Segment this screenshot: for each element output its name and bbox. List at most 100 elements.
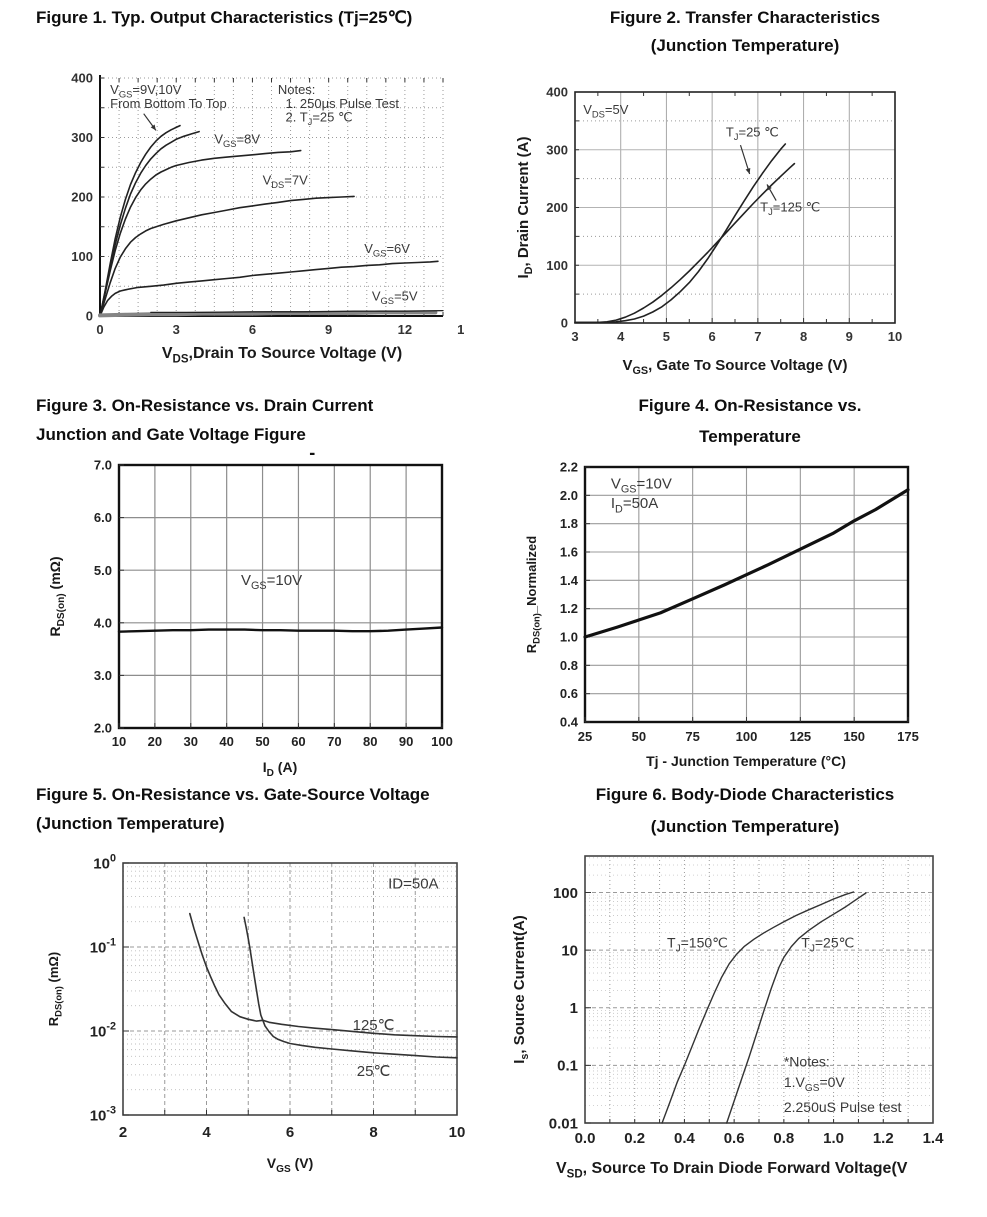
svg-text:0.4: 0.4	[674, 1130, 696, 1147]
svg-text:10-2: 10-2	[90, 1021, 116, 1041]
svg-text:2.0: 2.0	[94, 721, 112, 736]
svg-text:70: 70	[327, 734, 341, 749]
svg-text:VGS=10V: VGS=10V	[611, 475, 672, 495]
svg-text:60: 60	[291, 734, 305, 749]
svg-text:7: 7	[754, 329, 761, 344]
svg-text:10-3: 10-3	[90, 1105, 116, 1125]
svg-text:3: 3	[173, 322, 180, 337]
svg-text:80: 80	[363, 734, 377, 749]
svg-text:75: 75	[685, 729, 699, 744]
figure-5-title-line-1: Figure 5. On-Resistance vs. Gate-Source …	[36, 785, 430, 804]
svg-text:100: 100	[71, 249, 93, 264]
svg-text:2.250uS Pulse test: 2.250uS Pulse test	[784, 1099, 902, 1115]
svg-text:5: 5	[663, 329, 670, 344]
svg-text:0.8: 0.8	[560, 658, 578, 673]
svg-text:100: 100	[736, 729, 758, 744]
svg-text:300: 300	[71, 130, 93, 145]
svg-text:1.2: 1.2	[873, 1130, 894, 1147]
svg-text:VGS=9V,10V: VGS=9V,10V	[110, 82, 182, 100]
svg-text:8: 8	[369, 1124, 377, 1141]
svg-text:200: 200	[71, 190, 93, 205]
svg-text:10-1: 10-1	[90, 937, 116, 957]
svg-text:VGS=8V: VGS=8V	[214, 131, 260, 149]
svg-text:125: 125	[789, 729, 811, 744]
svg-text:VGS (V): VGS (V)	[267, 1155, 314, 1175]
svg-text:VGS=6V: VGS=6V	[364, 241, 410, 259]
svg-text:RDS(on)_Normalized: RDS(on)_Normalized	[524, 536, 542, 653]
svg-text:10: 10	[112, 734, 126, 749]
svg-text:40: 40	[219, 734, 233, 749]
svg-text:100: 100	[546, 258, 568, 273]
svg-text:90: 90	[399, 734, 413, 749]
figure-5-chart: 2 4 6 8 10 100 10-1 10-2 10-3 ID=50A 125℃ 25℃ VGS (V…	[46, 853, 466, 1175]
svg-text:1.0: 1.0	[560, 630, 578, 645]
figure-3-chart: 10 20 30 40 50 60 70 80 90 100 2.0 3.0 4.0 5.0 6.0 7.0 V…	[47, 448, 453, 779]
svg-text:TJ=25 ℃: TJ=25 ℃	[726, 124, 779, 142]
figure-6-chart: 0.0 0.2 0.4 0.6 0.8 1.0 1.2 1.4 100 10 1 0.1 0.01 TJ=…	[511, 855, 945, 1180]
svg-text:From Bottom To Top: From Bottom To Top	[110, 96, 227, 111]
svg-text:ID=50A: ID=50A	[388, 875, 438, 892]
svg-text:TJ=125 ℃: TJ=125 ℃	[760, 200, 820, 218]
figure-4-chart: 25 50 75 100 125 150 175 0.4 0.6 0.8 1.0 1.2 1.4 1.6 1…	[524, 460, 919, 769]
svg-text:4: 4	[202, 1124, 211, 1141]
svg-text:Tj - Junction Temperature (°C): Tj - Junction Temperature (°C)	[646, 753, 846, 769]
svg-text:30: 30	[184, 734, 198, 749]
svg-text:7.0: 7.0	[94, 458, 112, 473]
svg-text:ID (A): ID (A)	[263, 759, 298, 779]
svg-text:1.VGS=0V: 1.VGS=0V	[784, 1074, 846, 1094]
svg-text:1.4: 1.4	[923, 1130, 945, 1147]
figure-2-title-line-1: Figure 2. Transfer Characteristics	[609, 8, 881, 27]
svg-text:400: 400	[546, 85, 568, 100]
svg-text:TJ=25℃: TJ=25℃	[801, 935, 854, 955]
svg-text:4.0: 4.0	[94, 615, 112, 630]
svg-text:50: 50	[632, 729, 646, 744]
svg-text:VGS=5V: VGS=5V	[372, 289, 418, 307]
svg-text:6: 6	[709, 329, 716, 344]
svg-text:100: 100	[553, 885, 578, 902]
svg-text:12: 12	[398, 322, 412, 337]
svg-text:0: 0	[561, 316, 568, 331]
svg-text:0.0: 0.0	[575, 1130, 596, 1147]
svg-text:0: 0	[96, 322, 103, 337]
figure-4-title-line-1: Figure 4. On-Resistance vs.	[638, 396, 862, 415]
svg-text:VSD, Source To Drain Diode For: VSD, Source To Drain Diode Forward Volta…	[556, 1160, 908, 1180]
svg-text:1.0: 1.0	[823, 1130, 844, 1147]
svg-text:400: 400	[71, 71, 93, 86]
svg-text:20: 20	[148, 734, 162, 749]
svg-text:ID=50A: ID=50A	[611, 495, 658, 515]
figure-3-title-line-1: Figure 3. On-Resistance vs. Drain Curren…	[36, 396, 374, 415]
svg-text:VGS, Gate To Source Voltage (: VGS, Gate To Source Voltage (V)	[622, 357, 847, 377]
svg-text:1: 1	[457, 322, 464, 337]
svg-text:0.2: 0.2	[624, 1130, 645, 1147]
svg-text:6.0: 6.0	[94, 510, 112, 525]
svg-text:10: 10	[449, 1124, 466, 1141]
svg-text:0.8: 0.8	[773, 1130, 794, 1147]
svg-text:VDS=5V: VDS=5V	[583, 102, 629, 120]
svg-text:5.0: 5.0	[94, 563, 112, 578]
figure-6-title-line-2: (Junction Temperature)	[650, 817, 840, 836]
svg-text:VDS=7V: VDS=7V	[263, 173, 309, 191]
svg-text:2.2: 2.2	[560, 460, 578, 475]
svg-text:0.01: 0.01	[549, 1115, 578, 1132]
svg-text:0: 0	[86, 309, 93, 324]
svg-text:1.8: 1.8	[560, 516, 578, 531]
svg-text:2.0: 2.0	[560, 488, 578, 503]
svg-text:0.4: 0.4	[560, 715, 579, 730]
svg-text:200: 200	[546, 200, 568, 215]
svg-text:100: 100	[93, 853, 116, 873]
figure-3-title-line-2: Junction and Gate Voltage Figure	[36, 425, 306, 444]
figure-1-title: Figure 1. Typ. Output Characteristics (T…	[36, 8, 413, 27]
svg-text:-: -	[309, 448, 315, 463]
svg-text:*Notes:: *Notes:	[784, 1054, 830, 1070]
svg-text:150: 150	[843, 729, 865, 744]
figure-6-title-line-1: Figure 6. Body-Diode Characteristics	[595, 785, 895, 804]
figure-2-title-line-2: (Junction Temperature)	[650, 36, 840, 55]
figure-5-title-line-2: (Junction Temperature)	[36, 814, 225, 833]
svg-text:VDS,Drain To Source Voltage (V: VDS,Drain To Source Voltage (V)	[162, 345, 402, 365]
svg-text:VGS=10V: VGS=10V	[241, 572, 302, 592]
svg-text:9: 9	[325, 322, 332, 337]
svg-text:Is, Source Current(A): Is, Source Current(A)	[511, 915, 531, 1064]
